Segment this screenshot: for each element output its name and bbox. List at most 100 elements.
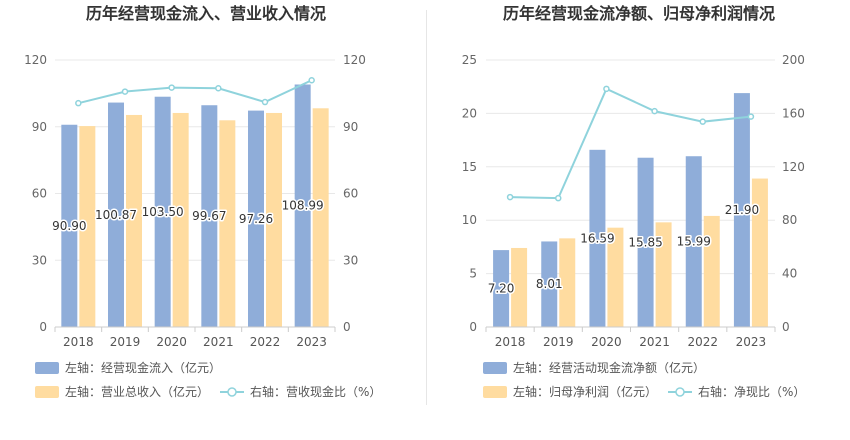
right-axis-tick-label: 0 [343,320,351,334]
series-line [78,79,313,105]
bar-primary [154,96,171,328]
data-label: 15.85 [628,235,662,249]
chart-net-cash-profit: 历年经营现金流净额、归母净利润情况 0 0 5 40 10 80 15 120 20 160 25 20… [462,4,806,399]
bar-secondary [655,222,672,327]
left-axis-tick-label: 30 [32,253,47,267]
right-axis-tick-label: 80 [782,213,797,227]
right-axis-tick-label: 30 [343,253,358,267]
x-axis-tick-label: 2020 [156,335,187,349]
bar-secondary [607,227,624,327]
left-axis-tick-label: 20 [462,106,477,120]
bar-primary [61,124,78,327]
left-axis-tick-label: 60 [32,187,47,201]
line-point [603,85,610,93]
line-point [308,76,315,84]
line-point [75,99,82,107]
legend-swatch-bar [483,386,507,398]
x-axis-tick-label: 2023 [296,335,327,349]
legend-label: 右轴：营收现金比（%） [250,384,381,399]
data-label: 108.99 [282,199,324,213]
bar-primary [493,250,510,327]
bar-primary [541,241,558,327]
bar-secondary [266,112,282,327]
bar-secondary [703,215,720,327]
left-axis-tick-label: 90 [32,120,47,134]
data-label: 7.20 [488,282,515,296]
chart-panel-net-cash-profit: 历年经营现金流净额、归母净利润情况 0 0 5 40 10 80 15 120 20 160 25 20… [428,0,850,436]
bar-primary [733,93,750,327]
bar-primary [589,149,606,327]
x-axis-tick-label: 2022 [250,335,281,349]
legend-swatch-bar [35,386,59,398]
line-point [699,118,706,125]
line-point [168,84,175,91]
bar-secondary [219,120,236,327]
bar-secondary [511,247,528,327]
bar-primary [637,157,654,327]
chart-cash-inflow-revenue: 历年经营现金流入、营业收入情况 0 0 30 30 60 60 90 90 120 120 2018 2… [24,4,381,399]
left-axis-tick-label: 0 [39,320,47,334]
series-line [510,87,752,200]
legend-label: 左轴：经营活动现金流净额（亿元） [513,360,705,375]
left-axis-tick-label: 25 [462,53,477,67]
left-axis-tick-label: 15 [462,160,477,174]
bar-secondary [172,112,189,327]
x-axis-tick-label: 2023 [736,335,767,349]
panel-divider [426,10,427,405]
bar-primary [685,156,702,327]
line-point [121,88,129,95]
line-point [506,193,514,201]
legend-label: 左轴：营业总收入（亿元） [65,384,209,399]
right-axis-tick-label: 90 [343,120,358,134]
right-axis-tick-label: 120 [343,53,366,67]
x-axis-tick-label: 2019 [543,335,574,349]
bar-primary [108,102,124,328]
legend-swatch-bar [35,362,59,374]
legend-swatch-marker [675,387,685,397]
x-axis-tick-label: 2018 [63,335,94,349]
data-label: 103.50 [142,205,184,219]
data-label: 8.01 [536,277,563,291]
right-axis-tick-label: 40 [782,267,797,281]
x-axis-tick-label: 2021 [203,335,234,349]
legend-label: 左轴：归母净利润（亿元） [513,384,657,399]
line-point [215,85,222,92]
data-label: 16.59 [580,231,614,245]
chart-title: 历年经营现金流净额、归母净利润情况 [503,4,775,23]
left-axis-tick-label: 5 [469,267,477,281]
left-axis-tick-label: 0 [469,320,477,334]
legend-label: 右轴：净现比（%） [698,384,805,399]
x-axis-tick-label: 2020 [591,335,622,349]
data-label: 15.99 [677,235,711,249]
bar-secondary [312,108,329,327]
bar-secondary [751,178,768,327]
left-axis-tick-label: 120 [24,53,47,67]
line-point [651,107,658,115]
legend-swatch-marker [227,387,237,397]
data-label: 90.90 [52,219,86,233]
right-axis-tick-label: 60 [343,187,358,201]
line-point [261,98,269,106]
x-axis-tick-label: 2022 [687,335,718,349]
right-axis-tick-label: 0 [782,320,790,334]
line-point [747,113,755,120]
left-axis-tick-label: 10 [462,213,477,227]
bar-primary [248,110,264,327]
data-label: 97.26 [239,212,273,226]
data-label: 100.87 [95,208,137,222]
data-label: 21.90 [725,203,759,217]
bar-secondary [126,114,142,328]
right-axis-tick-label: 200 [782,53,805,67]
x-axis-tick-label: 2021 [639,335,670,349]
chart-title: 历年经营现金流入、营业收入情况 [86,4,326,23]
right-axis-tick-label: 160 [782,106,805,120]
x-axis-tick-label: 2018 [495,335,526,349]
legend-label: 左轴：经营现金流入（亿元） [65,360,221,375]
bar-secondary [79,126,96,328]
data-label: 99.67 [192,209,226,223]
bar-primary [201,105,218,327]
x-axis-tick-label: 2019 [110,335,141,349]
bar-primary [294,84,311,327]
line-point [555,194,562,202]
